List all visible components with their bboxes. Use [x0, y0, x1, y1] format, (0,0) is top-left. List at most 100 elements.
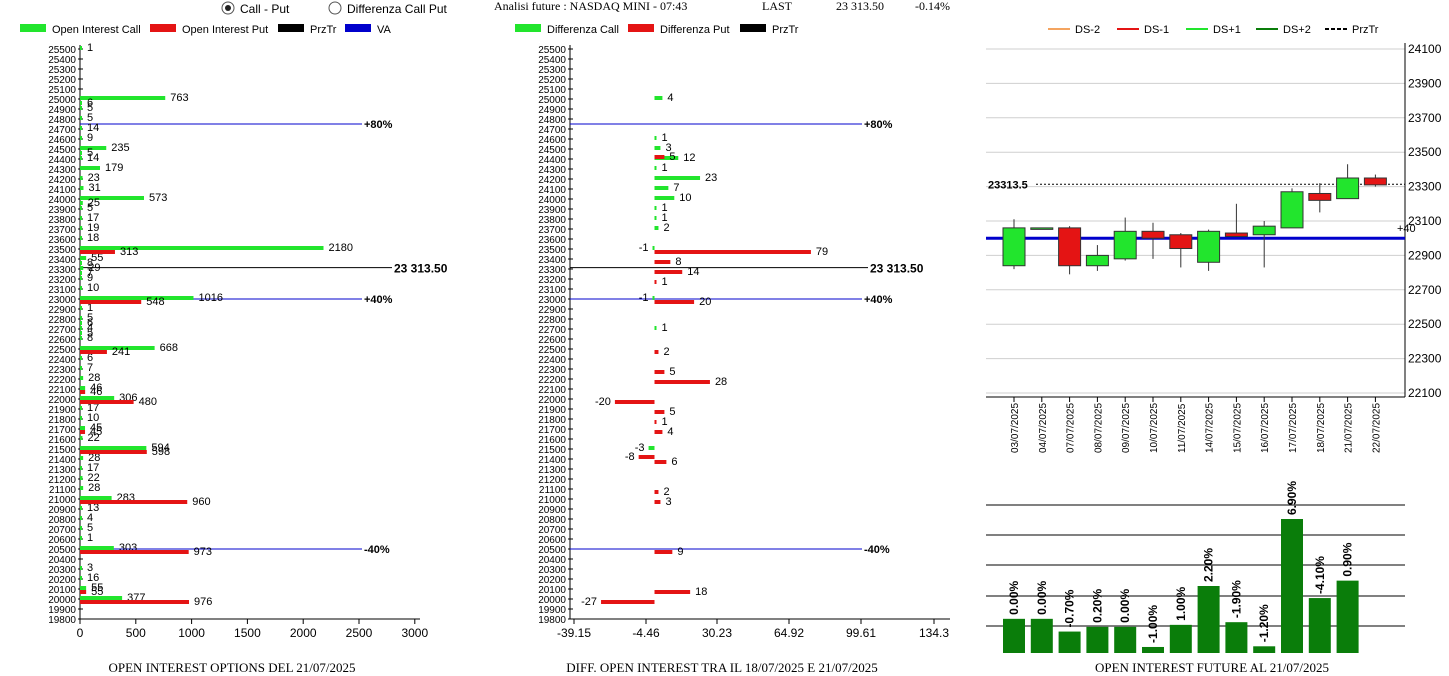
y-tick-label: 22600 — [48, 335, 76, 346]
put-bar — [654, 300, 695, 304]
bar-value-label: 31 — [88, 182, 100, 194]
y-tick-label: 23200 — [48, 275, 76, 286]
y-tick-label: 24900 — [538, 105, 566, 116]
call-bar — [652, 296, 655, 300]
candle-body — [1169, 234, 1193, 250]
bar-value-label: 28 — [88, 452, 100, 464]
y-tick-label: 24100 — [48, 185, 76, 196]
y-tick-label: 21700 — [48, 425, 76, 436]
bar-value-label: 6 — [87, 97, 93, 109]
bar-value-label: 668 — [160, 342, 178, 354]
call-bar — [80, 586, 87, 590]
x-tick-label: 1500 — [234, 626, 261, 640]
call-bar — [80, 126, 82, 130]
bar-value-label: 4 — [667, 92, 673, 104]
call-bar — [80, 506, 82, 510]
bar-value-label: 594 — [151, 442, 169, 454]
future-bar-label: 6.90% — [1285, 481, 1299, 515]
call-bar — [652, 246, 655, 250]
bar-value-label: 1 — [662, 276, 668, 288]
bar-value-label: 1 — [662, 132, 668, 144]
put-bar — [654, 500, 661, 504]
put-bar — [654, 155, 665, 159]
call-bar — [80, 166, 100, 170]
call-bar — [80, 151, 82, 155]
y-tick-label: 23400 — [48, 255, 76, 266]
call-bar — [80, 486, 84, 490]
bar-value-label: 45 — [90, 426, 102, 438]
call-bar — [80, 416, 82, 420]
y-tick-label: 21200 — [538, 475, 566, 486]
candle-body — [1030, 227, 1054, 230]
y-tick-label: 22900 — [1408, 248, 1442, 262]
legend-label: DS+2 — [1283, 24, 1311, 36]
bar-value-label: 55 — [91, 582, 103, 594]
y-tick-label: 21800 — [48, 415, 76, 426]
call-bar — [80, 536, 82, 540]
future-bar-label: 0.00% — [1035, 580, 1049, 614]
y-tick-label: 22500 — [538, 345, 566, 356]
y-tick-label: 23100 — [48, 285, 76, 296]
call-bar — [80, 186, 84, 190]
put-bar — [80, 250, 115, 254]
y-tick-label: 19800 — [48, 615, 76, 626]
y-tick-label: 19900 — [48, 605, 76, 616]
bar-value-label: 3 — [665, 142, 671, 154]
bar-value-label: -1 — [639, 242, 649, 254]
radio-call-put-dot — [225, 5, 231, 11]
x-date-label: 15/07/2025 — [1232, 403, 1243, 453]
y-tick-label: 24800 — [538, 115, 566, 126]
call-bar — [80, 546, 114, 550]
y-tick-label: 23200 — [538, 275, 566, 286]
bar-value-label: 973 — [194, 546, 212, 558]
bar-value-label: 1 — [662, 416, 668, 428]
bar-value-label: 1 — [662, 162, 668, 174]
y-tick-label: 25100 — [48, 85, 76, 96]
y-tick-label: 20900 — [538, 505, 566, 516]
call-bar — [80, 526, 82, 530]
y-tick-label: 22000 — [538, 395, 566, 406]
y-tick-label: 22300 — [1408, 352, 1442, 366]
call-bar — [80, 201, 83, 205]
put-bar — [80, 430, 86, 434]
y-tick-label: 25400 — [538, 55, 566, 66]
call-bar — [80, 476, 83, 480]
future-bar — [1142, 646, 1164, 653]
y-tick-label: 24300 — [48, 165, 76, 176]
y-tick-label: 22600 — [538, 335, 566, 346]
y-tick-label: 20300 — [538, 565, 566, 576]
legend-label: Open Interest Put — [182, 24, 268, 36]
candle-body — [1197, 230, 1221, 263]
radio-label-call-put: Call - Put — [240, 2, 290, 16]
bar-value-label: 6 — [671, 456, 677, 468]
y-tick-label: 24300 — [538, 165, 566, 176]
y-tick-label: 21000 — [48, 495, 76, 506]
call-bar — [80, 306, 82, 310]
put-bar — [80, 600, 190, 604]
candle-body — [1058, 227, 1082, 267]
y-tick-label: 20000 — [538, 595, 566, 606]
legend-label: PrzTr — [1352, 24, 1379, 36]
call-bar — [654, 176, 701, 180]
y-tick-label: 23000 — [48, 295, 76, 306]
y-tick-label: 21500 — [48, 445, 76, 456]
y-tick-label: 23700 — [1408, 111, 1442, 125]
x-tick-label: 2000 — [290, 626, 317, 640]
y-tick-label: 24400 — [48, 155, 76, 166]
call-bar — [80, 406, 82, 410]
y-tick-label: 20600 — [48, 535, 76, 546]
y-tick-label: 24500 — [48, 145, 76, 156]
x-date-label: 03/07/2025 — [1010, 403, 1021, 453]
x-date-label: 08/07/2025 — [1093, 403, 1104, 453]
bar-value-label: 45 — [90, 422, 102, 434]
y-tick-label: 20200 — [48, 575, 76, 586]
candle-body — [1280, 191, 1304, 229]
future-bar — [1169, 624, 1192, 653]
y-tick-label: 23800 — [538, 215, 566, 226]
y-tick-label: 24200 — [538, 175, 566, 186]
call-bar — [80, 426, 86, 430]
bar-value-label: 46 — [90, 382, 102, 394]
bar-value-label: 23 — [88, 172, 100, 184]
y-tick-label: 23800 — [48, 215, 76, 226]
y-tick-label: 24700 — [538, 125, 566, 136]
